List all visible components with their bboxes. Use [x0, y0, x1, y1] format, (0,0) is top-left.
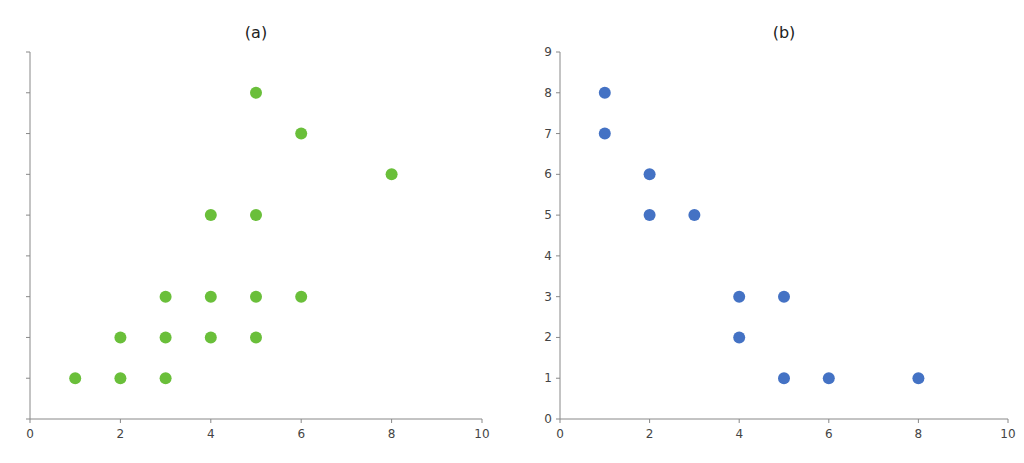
- x-tick: [210, 419, 211, 423]
- y-tick: [26, 419, 30, 420]
- y-tick-label: 9: [544, 45, 552, 59]
- x-tick: [560, 419, 561, 423]
- point: [599, 87, 611, 99]
- y-tick-label: 7: [544, 127, 552, 141]
- x-axis-line: [30, 419, 482, 420]
- y-tick-label: 1: [544, 371, 552, 385]
- y-tick-label: 0: [544, 412, 552, 426]
- point: [160, 372, 172, 384]
- x-tick: [301, 419, 302, 423]
- y-tick-label: 8: [544, 86, 552, 100]
- x-tick-label: 10: [474, 427, 489, 441]
- x-tick: [482, 419, 483, 423]
- x-tick-label: 6: [825, 427, 833, 441]
- x-tick-label: 0: [26, 427, 34, 441]
- x-tick: [918, 419, 919, 423]
- x-tick: [391, 419, 392, 423]
- point: [114, 331, 126, 343]
- chart-container: 0 2 4 6 8 10 (a) 0 2 4 6 8 10 0 1 2 3 4 5 6 7 8 9 (b): [0, 0, 1024, 463]
- y-tick: [556, 255, 560, 256]
- point: [69, 372, 81, 384]
- point: [160, 331, 172, 343]
- x-tick-label: 4: [207, 427, 215, 441]
- y-tick: [26, 52, 30, 53]
- x-tick: [649, 419, 650, 423]
- x-tick-label: 6: [297, 427, 305, 441]
- y-tick: [26, 174, 30, 175]
- y-tick: [26, 255, 30, 256]
- y-tick: [556, 92, 560, 93]
- y-tick: [556, 419, 560, 420]
- x-tick: [30, 419, 31, 423]
- point: [160, 291, 172, 303]
- x-tick-label: 0: [556, 427, 564, 441]
- point: [644, 168, 656, 180]
- y-tick-label: 4: [544, 249, 552, 263]
- points: [599, 87, 925, 384]
- y-tick: [556, 133, 560, 134]
- y-tick: [26, 337, 30, 338]
- point: [295, 291, 307, 303]
- x-tick: [739, 419, 740, 423]
- point: [250, 291, 262, 303]
- y-tick: [556, 337, 560, 338]
- figure: 0 2 4 6 8 10 (a) 0 2 4 6 8 10 0 1 2 3 4 5 6 7 8 9 (b): [0, 0, 1024, 463]
- point: [250, 331, 262, 343]
- point: [733, 291, 745, 303]
- x-tick-label: 2: [117, 427, 125, 441]
- y-tick-label: 5: [544, 208, 552, 222]
- x-tick: [120, 419, 121, 423]
- y-tick: [26, 215, 30, 216]
- point: [250, 87, 262, 99]
- point: [912, 372, 924, 384]
- point: [295, 128, 307, 140]
- point: [114, 372, 126, 384]
- y-tick: [556, 52, 560, 53]
- panel: 0 2 4 6 8 10 (a): [26, 23, 490, 441]
- point: [205, 209, 217, 221]
- point: [733, 331, 745, 343]
- point: [205, 331, 217, 343]
- title: (a): [245, 23, 267, 42]
- y-tick: [556, 215, 560, 216]
- y-tick-label: 3: [544, 290, 552, 304]
- x-axis-line: [560, 419, 1008, 420]
- point: [823, 372, 835, 384]
- point: [386, 168, 398, 180]
- point: [644, 209, 656, 221]
- y-axis-line: [560, 52, 561, 419]
- y-tick: [556, 378, 560, 379]
- y-tick: [26, 378, 30, 379]
- x-tick: [828, 419, 829, 423]
- x-tick-label: 8: [915, 427, 923, 441]
- y-tick-label: 6: [544, 167, 552, 181]
- point: [778, 291, 790, 303]
- points: [69, 87, 397, 384]
- y-tick: [556, 174, 560, 175]
- x-tick-label: 2: [646, 427, 654, 441]
- y-tick: [26, 133, 30, 134]
- title: (b): [773, 23, 796, 42]
- y-tick: [26, 296, 30, 297]
- y-tick-label: 2: [544, 330, 552, 344]
- panel: 0 2 4 6 8 10 0 1 2 3 4 5 6 7 8 9 (b): [544, 23, 1015, 441]
- y-tick: [556, 296, 560, 297]
- x-tick-label: 4: [735, 427, 743, 441]
- point: [688, 209, 700, 221]
- point: [250, 209, 262, 221]
- y-tick: [26, 92, 30, 93]
- point: [205, 291, 217, 303]
- point: [778, 372, 790, 384]
- point: [599, 128, 611, 140]
- x-tick-label: 10: [1000, 427, 1015, 441]
- x-tick-label: 8: [388, 427, 396, 441]
- x-tick: [1008, 419, 1009, 423]
- y-axis-line: [30, 52, 31, 419]
